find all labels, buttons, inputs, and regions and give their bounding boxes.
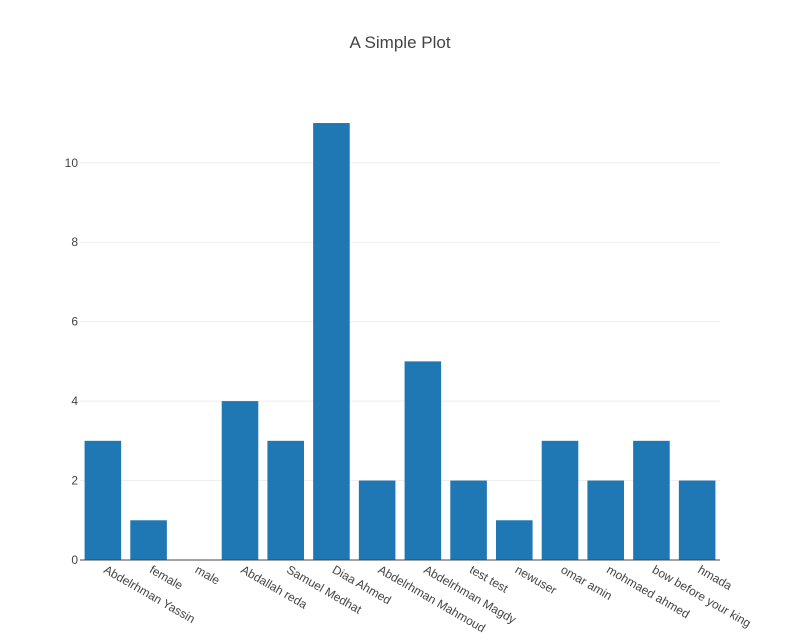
- bar[interactable]: [450, 480, 487, 560]
- y-tick-labels: 0 2 4 6 8 10: [65, 156, 79, 567]
- bar[interactable]: [313, 123, 350, 560]
- gridlines: [80, 162, 720, 482]
- bar[interactable]: [358, 480, 396, 560]
- x-tick-label: mohmaed ahmed: [604, 562, 692, 621]
- x-tick-label: omar amin: [559, 562, 615, 602]
- bar[interactable]: [84, 440, 122, 560]
- y-tick-label: 2: [71, 474, 78, 488]
- bar[interactable]: [678, 480, 716, 560]
- y-tick-label: 6: [71, 315, 78, 329]
- y-tick-label: 0: [71, 553, 78, 567]
- bar[interactable]: [496, 520, 533, 560]
- bar[interactable]: [130, 520, 167, 560]
- bars: [84, 123, 716, 560]
- bar[interactable]: [404, 361, 442, 560]
- bar[interactable]: [633, 440, 670, 560]
- bar[interactable]: [267, 440, 304, 560]
- y-tick-label: 4: [71, 394, 78, 408]
- x-tick-label: newuser: [513, 562, 559, 597]
- y-tick-label: 10: [65, 156, 79, 170]
- x-tick-label: male: [193, 562, 223, 587]
- bar[interactable]: [221, 401, 259, 560]
- y-tick-label: 8: [71, 235, 78, 249]
- bar[interactable]: [587, 480, 624, 560]
- chart-title: A Simple Plot: [349, 33, 451, 52]
- bar[interactable]: [541, 440, 579, 560]
